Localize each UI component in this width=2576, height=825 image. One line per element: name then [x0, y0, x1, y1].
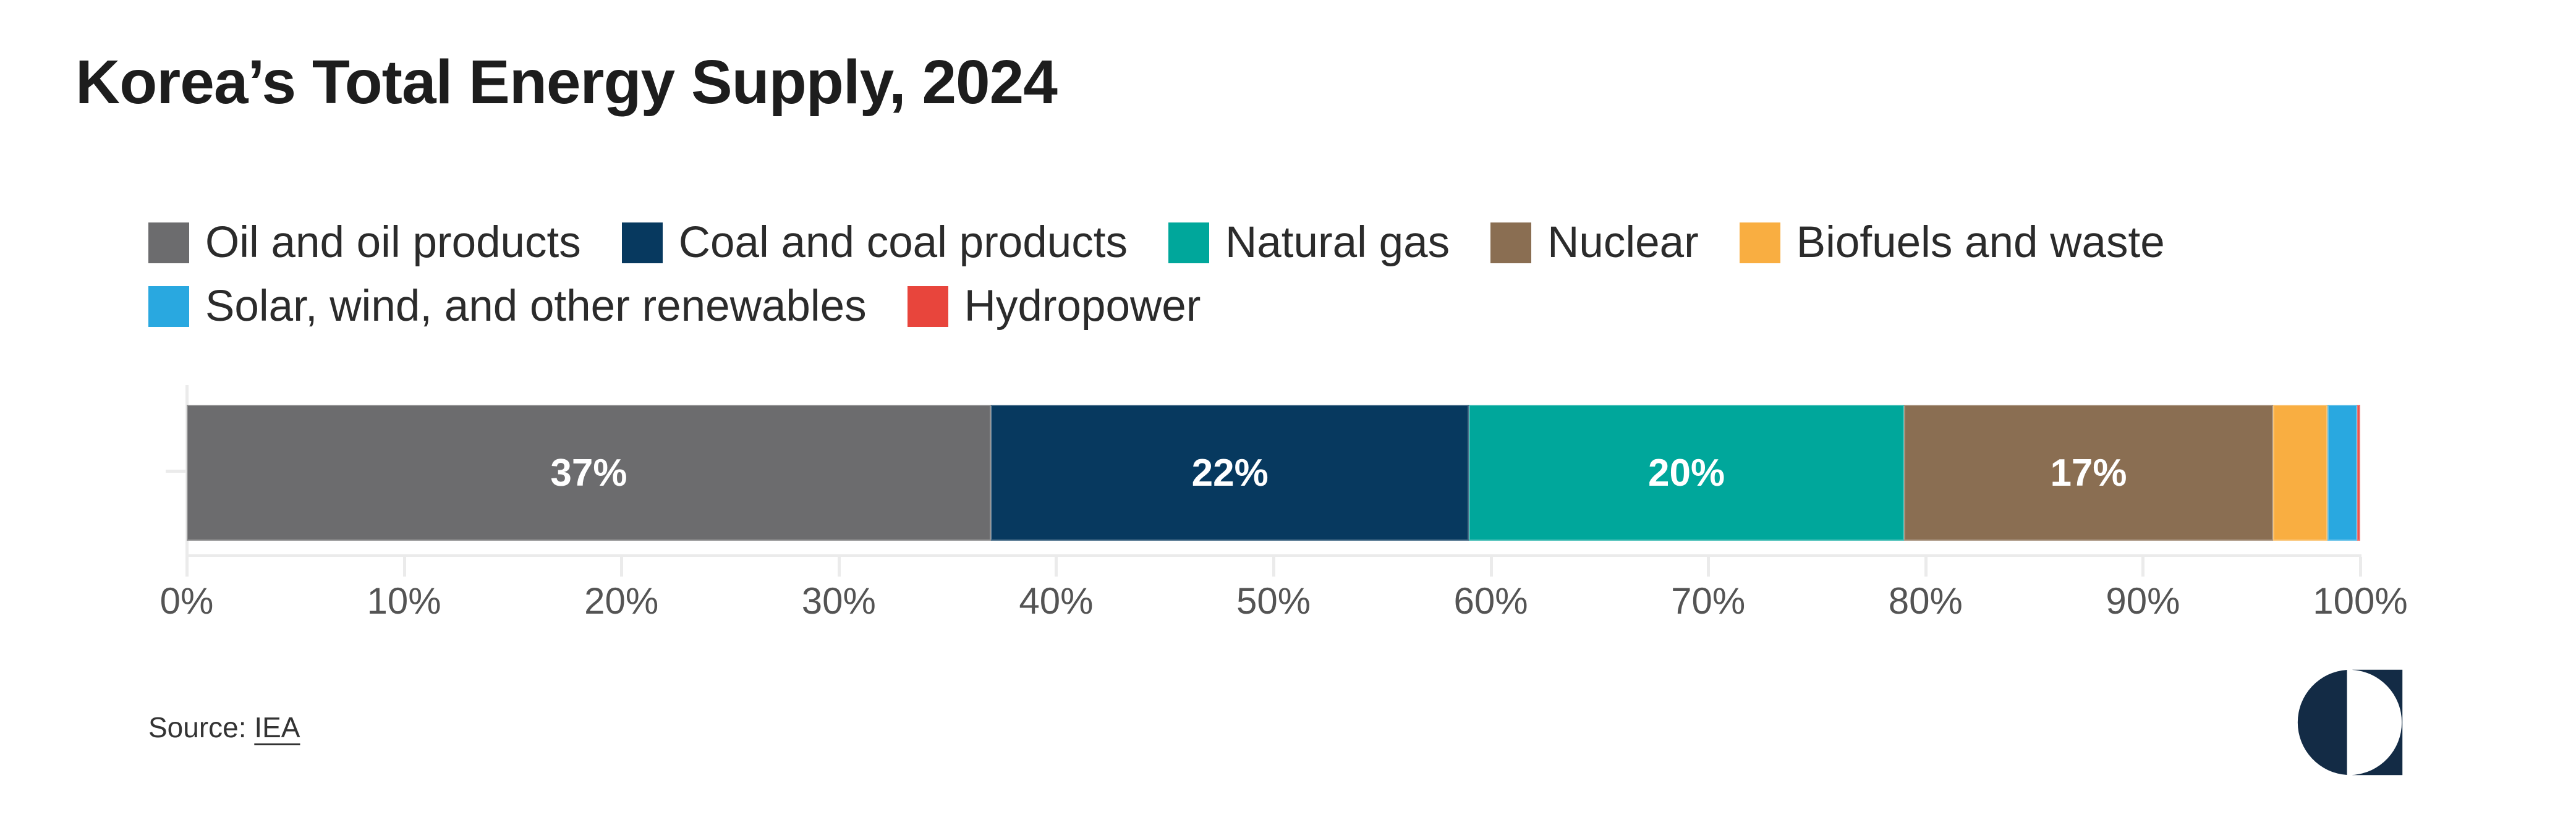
- logo-left-semicircle: [2297, 669, 2347, 776]
- legend-item: Hydropower: [907, 281, 1201, 331]
- legend-swatch: [1739, 222, 1780, 263]
- legend-item: Coal and coal products: [621, 218, 1128, 268]
- x-axis-tick-label: 100%: [2313, 580, 2408, 622]
- logo-right-block: [2352, 669, 2403, 776]
- bar-segment-value-label: 22%: [1191, 451, 1269, 494]
- legend-label: Hydropower: [964, 282, 1201, 331]
- bar-segment: 37%: [187, 405, 991, 541]
- x-axis-tick-labels: 0% 10% 20% 30% 40% 50% 60% 70% 80% 90% 100%: [160, 580, 2408, 629]
- legend-label: Coal and coal products: [678, 218, 1128, 267]
- legend-row: Solar, wind, and other renewables Hydropo…: [148, 281, 2165, 331]
- x-axis-tick: [1489, 557, 1493, 577]
- x-axis-tick: [2359, 557, 2362, 577]
- x-axis-tick: [2141, 557, 2145, 577]
- x-axis-tick-label: 40%: [1019, 580, 1094, 622]
- x-axis-tick-label: 20%: [584, 580, 659, 622]
- chart-legend: Oil and oil products Coal and coal produc…: [148, 218, 2165, 331]
- x-axis-tick-label: 60%: [1453, 580, 1528, 622]
- legend-swatch: [1168, 222, 1209, 263]
- legend-item: Solar, wind, and other renewables: [148, 281, 867, 331]
- legend-swatch: [1490, 222, 1532, 263]
- half-circle-logo-icon: [2297, 669, 2403, 776]
- x-axis-tick-label: 90%: [2106, 580, 2180, 622]
- legend-row: Oil and oil products Coal and coal produc…: [148, 218, 2165, 268]
- x-axis-tick: [1055, 557, 1058, 577]
- x-axis-tick-label: 80%: [1888, 580, 1963, 622]
- x-axis-line: [185, 554, 2361, 557]
- x-axis-tick: [837, 557, 841, 577]
- legend-label: Oil and oil products: [205, 218, 581, 267]
- legend-item: Oil and oil products: [148, 218, 581, 268]
- x-axis-tick: [1272, 557, 1275, 577]
- x-axis-ticks: [185, 557, 2362, 577]
- legend-swatch: [148, 286, 189, 327]
- stacked-bar: 37% 22% 20% 17%: [187, 405, 2360, 541]
- x-axis-tick: [1924, 557, 1928, 577]
- x-axis-tick-label: 10%: [367, 580, 441, 622]
- source-link[interactable]: IEA: [254, 711, 300, 743]
- bar-segment: 17%: [1903, 405, 2274, 541]
- legend-item: Nuclear: [1490, 218, 1699, 268]
- x-axis-tick-label: 30%: [801, 580, 876, 622]
- x-axis-tick: [620, 557, 624, 577]
- legend-item: Biofuels and waste: [1739, 218, 2165, 268]
- legend-label: Natural gas: [1225, 218, 1450, 267]
- legend-swatch: [907, 286, 948, 327]
- x-axis-tick: [185, 557, 189, 577]
- x-axis-tick-label: 50%: [1236, 580, 1311, 622]
- legend-label: Solar, wind, and other renewables: [205, 282, 867, 331]
- bar-segment-value-label: 37%: [550, 451, 627, 494]
- source-line: Source: IEA: [148, 711, 300, 744]
- x-axis-tick-label: 70%: [1671, 580, 1746, 622]
- chart-title: Korea’s Total Energy Supply, 2024: [75, 48, 1058, 117]
- bar-segment: 20%: [1469, 405, 1904, 541]
- bar-segment: [2327, 405, 2357, 541]
- y-axis-tick: [166, 470, 185, 473]
- bar-segment: [2273, 405, 2328, 541]
- bar-segment-value-label: 20%: [1647, 451, 1725, 494]
- source-label: Source:: [148, 711, 255, 743]
- legend-swatch: [148, 222, 189, 263]
- legend-label: Biofuels and waste: [1796, 218, 2165, 267]
- bar-segment-value-label: 17%: [2050, 451, 2127, 494]
- x-axis-tick: [1707, 557, 1711, 577]
- legend-label: Nuclear: [1547, 218, 1699, 267]
- legend-swatch: [621, 222, 663, 263]
- bar-segment: [2357, 405, 2360, 541]
- bar-segment: 22%: [990, 405, 1469, 541]
- x-axis-tick: [402, 557, 406, 577]
- x-axis-tick-label: 0%: [159, 580, 214, 622]
- legend-item: Natural gas: [1168, 218, 1450, 268]
